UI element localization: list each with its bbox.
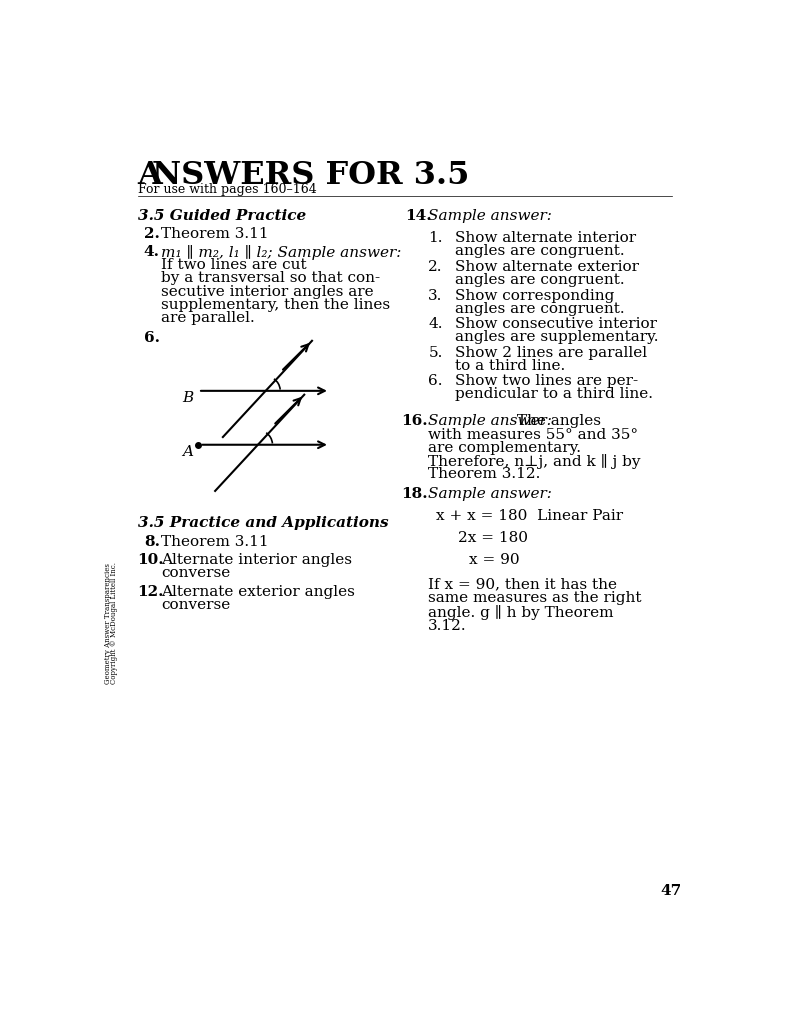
Text: by a transversal so that con-: by a transversal so that con- — [161, 271, 380, 286]
Text: 4.: 4. — [144, 245, 160, 258]
Text: The angles: The angles — [512, 414, 601, 428]
Text: are complementary.: are complementary. — [428, 441, 581, 455]
Text: angles are congruent.: angles are congruent. — [456, 273, 625, 287]
Text: Theorem 3.11: Theorem 3.11 — [161, 227, 268, 241]
Text: If two lines are cut: If two lines are cut — [161, 258, 306, 272]
Text: NSWERS FOR 3.5: NSWERS FOR 3.5 — [152, 160, 469, 190]
Text: angles are supplementary.: angles are supplementary. — [456, 330, 659, 344]
Text: 10.: 10. — [138, 553, 165, 566]
Text: 16.: 16. — [401, 414, 428, 428]
Text: Theorem 3.11: Theorem 3.11 — [161, 535, 268, 549]
Text: A: A — [183, 444, 194, 459]
Text: Sample answer:: Sample answer: — [428, 209, 552, 223]
Text: Show consecutive interior: Show consecutive interior — [456, 316, 657, 331]
Text: B: B — [183, 391, 194, 404]
Text: pendicular to a third line.: pendicular to a third line. — [456, 387, 653, 401]
Text: supplementary, then the lines: supplementary, then the lines — [161, 298, 390, 311]
Text: angle. g ∥ h by Theorem: angle. g ∥ h by Theorem — [428, 605, 614, 620]
Text: 2.: 2. — [144, 227, 160, 241]
Text: 47: 47 — [660, 884, 682, 898]
Text: 3.5 Guided Practice: 3.5 Guided Practice — [138, 209, 306, 223]
Text: 2x = 180: 2x = 180 — [458, 531, 528, 545]
Text: 6.: 6. — [144, 331, 160, 345]
Text: Alternate interior angles: Alternate interior angles — [161, 553, 352, 566]
Text: angles are congruent.: angles are congruent. — [456, 302, 625, 316]
Text: A: A — [138, 160, 162, 190]
Text: 1.: 1. — [428, 230, 443, 245]
Text: Therefore, n⊥j, and k ∥ j by: Therefore, n⊥j, and k ∥ j by — [428, 454, 641, 469]
Text: m₁ ∥ m₂, l₁ ∥ l₂; Sample answer:: m₁ ∥ m₂, l₁ ∥ l₂; Sample answer: — [161, 245, 401, 259]
Text: converse: converse — [161, 598, 230, 612]
Text: angles are congruent.: angles are congruent. — [456, 244, 625, 258]
Text: Show 2 lines are parallel: Show 2 lines are parallel — [456, 346, 648, 360]
Text: Show alternate interior: Show alternate interior — [456, 230, 637, 245]
Text: Copyright © McDougal Littell Inc.: Copyright © McDougal Littell Inc. — [111, 562, 119, 684]
Text: 3.: 3. — [428, 289, 443, 303]
Text: 3.5 Practice and Applications: 3.5 Practice and Applications — [138, 515, 388, 529]
Text: same measures as the right: same measures as the right — [428, 591, 642, 605]
Text: 14.: 14. — [405, 209, 432, 223]
Text: 3.12.: 3.12. — [428, 618, 467, 633]
Text: 2.: 2. — [428, 260, 443, 274]
Text: Sample answer:: Sample answer: — [428, 487, 552, 501]
Text: Show alternate exterior: Show alternate exterior — [456, 260, 639, 274]
Text: x = 90: x = 90 — [468, 553, 519, 566]
Text: are parallel.: are parallel. — [161, 310, 255, 325]
Text: 4.: 4. — [428, 316, 443, 331]
Text: to a third line.: to a third line. — [456, 359, 566, 374]
Text: Sample answer:: Sample answer: — [428, 414, 552, 428]
Text: 6.: 6. — [428, 374, 443, 388]
Text: 5.: 5. — [428, 346, 443, 360]
Text: with measures 55° and 35°: with measures 55° and 35° — [428, 428, 638, 441]
Text: Theorem 3.12.: Theorem 3.12. — [428, 467, 540, 481]
Text: 18.: 18. — [401, 487, 428, 501]
Text: For use with pages 160–164: For use with pages 160–164 — [138, 183, 316, 196]
Text: converse: converse — [161, 565, 230, 580]
Text: If x = 90, then it has the: If x = 90, then it has the — [428, 578, 617, 591]
Text: x + x = 180  Linear Pair: x + x = 180 Linear Pair — [436, 509, 623, 523]
Text: secutive interior angles are: secutive interior angles are — [161, 285, 373, 299]
Text: Geometry Answer Transparencies: Geometry Answer Transparencies — [104, 563, 112, 684]
Text: Alternate exterior angles: Alternate exterior angles — [161, 585, 354, 599]
Text: 8.: 8. — [144, 535, 160, 549]
Text: Show two lines are per-: Show two lines are per- — [456, 374, 638, 388]
Text: 12.: 12. — [138, 585, 164, 599]
Text: Show corresponding: Show corresponding — [456, 289, 615, 303]
